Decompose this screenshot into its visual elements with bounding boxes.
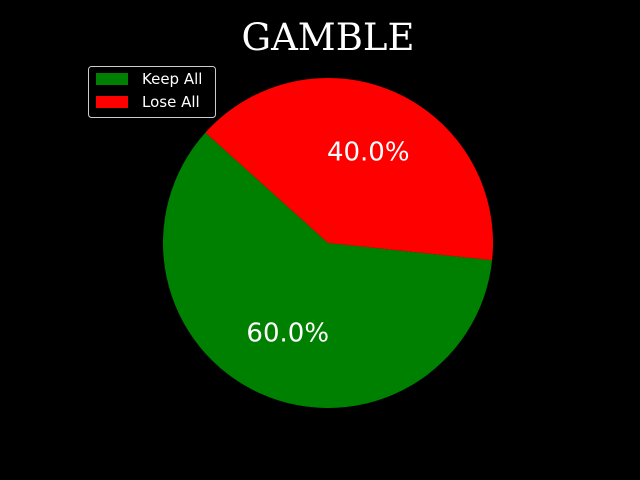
legend-swatch-keep-all: [96, 73, 128, 85]
slice-label-lose-all: 40.0%: [327, 138, 410, 168]
pie-slice-keep-all: [162, 132, 493, 409]
legend-swatch-lose-all: [96, 96, 128, 108]
legend-label-lose-all: Lose All: [142, 93, 200, 111]
legend: Keep All Lose All: [88, 66, 216, 118]
pie-slice-lose-all: [205, 78, 493, 261]
pie-slice-labels: 60.0% 40.0%: [246, 138, 409, 349]
legend-label-keep-all: Keep All: [142, 70, 202, 88]
chart-title: GAMBLE: [242, 16, 415, 59]
slice-label-keep-all: 60.0%: [246, 318, 329, 348]
pie-slices: [162, 78, 493, 409]
